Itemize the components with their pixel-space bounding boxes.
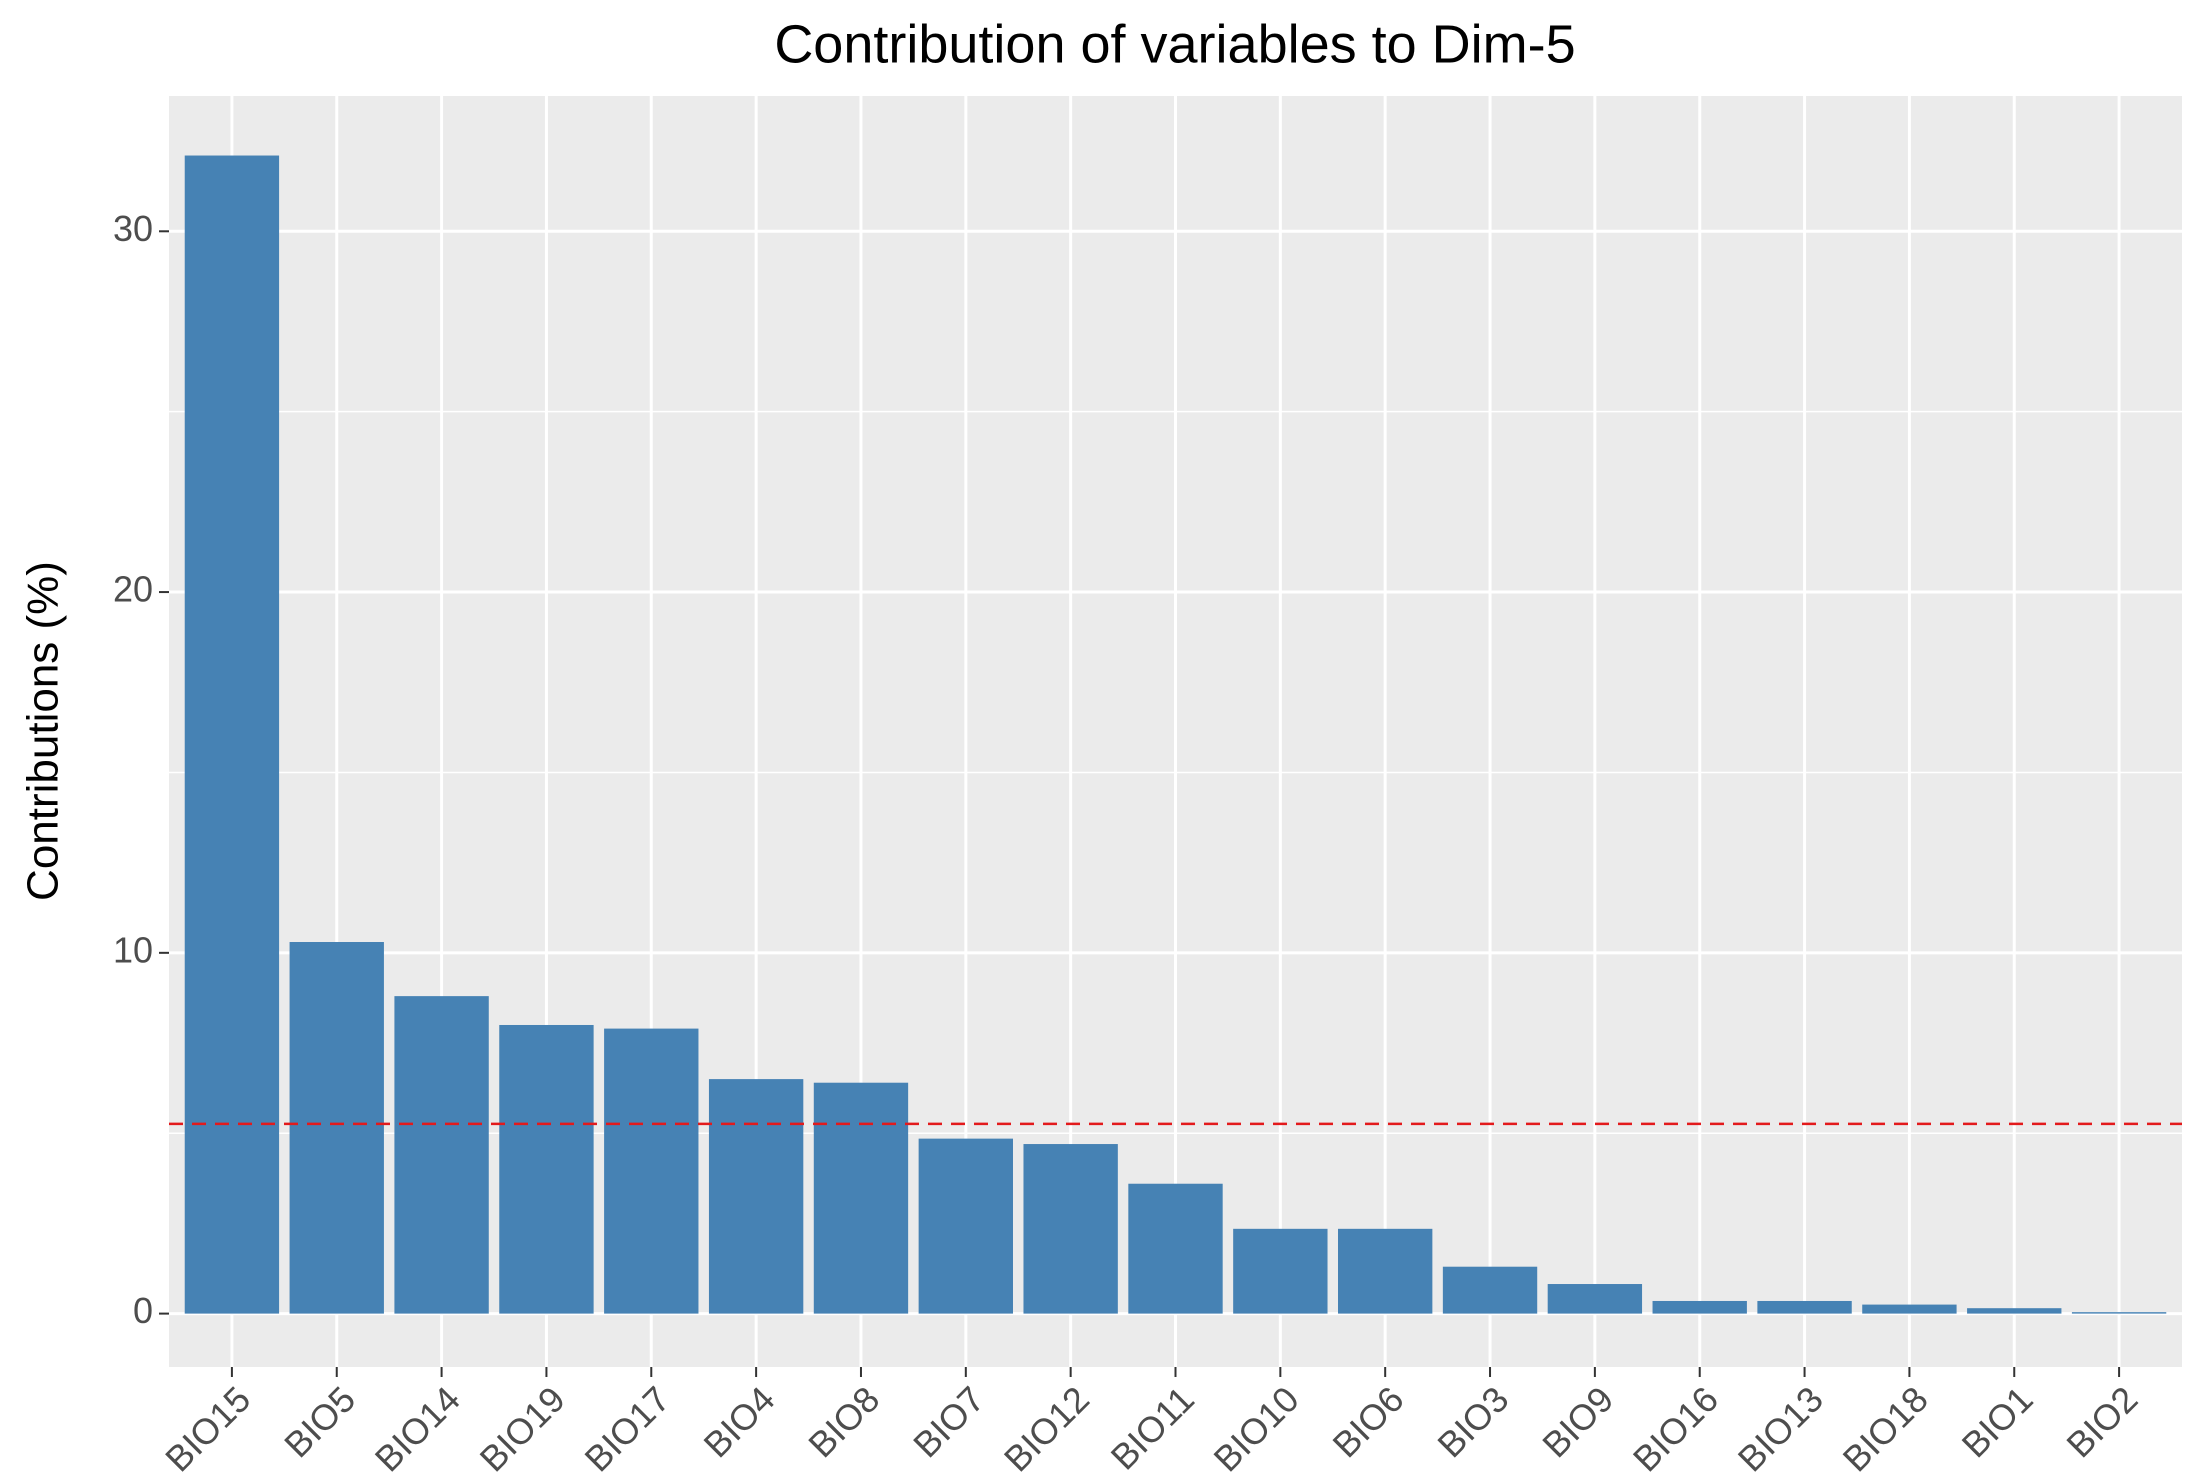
bar <box>184 155 280 1314</box>
bar <box>813 1082 909 1314</box>
bar <box>918 1138 1013 1314</box>
x-tick-label: BIO6 <box>1325 1378 1412 1465</box>
y-tick-label: 0 <box>133 1290 153 1331</box>
x-tick-label: BIO11 <box>1103 1378 1202 1476</box>
x-tick-label: BIO2 <box>2058 1378 2145 1465</box>
x-tick-label: BIO8 <box>800 1378 887 1465</box>
x-tick-label: BIO19 <box>472 1378 573 1476</box>
y-tick-label: 20 <box>113 569 153 610</box>
y-axis-label: Contributions (%) <box>19 561 68 901</box>
x-tick-label: BIO7 <box>905 1378 992 1465</box>
bar <box>1652 1300 1747 1314</box>
bar <box>1757 1300 1852 1314</box>
bar <box>289 942 384 1314</box>
x-tick-label: BIO18 <box>1835 1378 1936 1476</box>
bar <box>394 996 489 1314</box>
bar <box>1233 1228 1328 1314</box>
bar <box>604 1028 699 1314</box>
bar <box>1442 1266 1538 1314</box>
bar <box>1862 1304 1957 1314</box>
x-tick-label: BIO13 <box>1730 1378 1831 1476</box>
x-tick-label: BIO14 <box>367 1378 468 1476</box>
x-tick-label: BIO15 <box>157 1378 258 1476</box>
bar <box>1128 1183 1223 1314</box>
x-tick-label: BIO16 <box>1625 1378 1726 1476</box>
bar <box>708 1079 804 1314</box>
bar <box>1967 1308 2062 1314</box>
x-tick-label: BIO17 <box>577 1378 678 1476</box>
x-tick-label: BIO3 <box>1429 1378 1516 1465</box>
x-tick-label: BIO4 <box>696 1378 783 1465</box>
x-tick-label: BIO5 <box>276 1378 363 1465</box>
y-tick-label: 10 <box>113 929 153 970</box>
bar <box>1023 1144 1118 1314</box>
x-tick-label: BIO9 <box>1534 1378 1621 1465</box>
bar <box>2071 1312 2167 1314</box>
bar <box>1547 1284 1643 1314</box>
x-tick-label: BIO10 <box>1206 1378 1307 1476</box>
x-tick-label: BIO1 <box>1954 1378 2041 1465</box>
y-tick-label: 30 <box>113 208 153 249</box>
x-tick-label: BIO12 <box>996 1378 1097 1476</box>
bar <box>499 1024 594 1314</box>
bar <box>1338 1228 1433 1314</box>
chart-title: Contribution of variables to Dim-5 <box>774 14 1575 74</box>
